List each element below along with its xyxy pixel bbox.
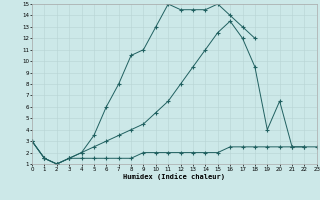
X-axis label: Humidex (Indice chaleur): Humidex (Indice chaleur) <box>124 173 225 180</box>
